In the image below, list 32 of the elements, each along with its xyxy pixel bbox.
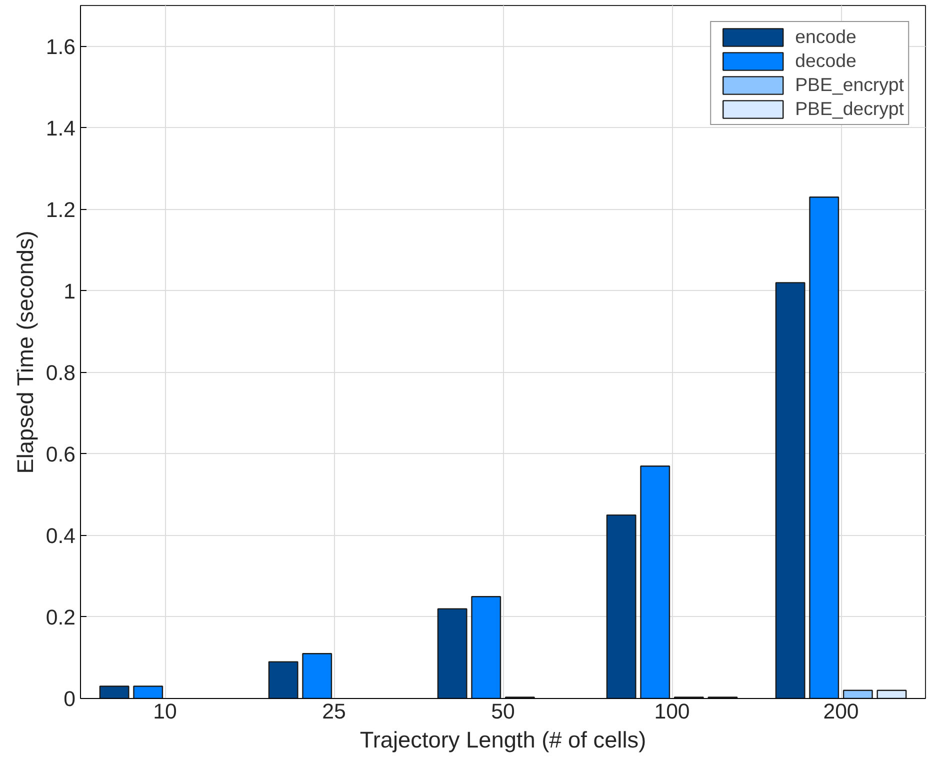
bar	[842, 690, 873, 698]
y-tick-label: 1.4	[46, 116, 76, 140]
y-tick-label: 1.2	[46, 198, 76, 222]
bar	[640, 466, 670, 698]
bar	[133, 686, 164, 698]
y-axis-title: Elapsed Time (seconds)	[12, 230, 38, 474]
y-tick-label: 0.8	[46, 360, 76, 385]
bar	[302, 653, 332, 698]
x-tick-label: 25	[322, 700, 346, 724]
y-tick-label: 1	[64, 279, 76, 304]
bar	[268, 661, 298, 698]
legend-label: PBE_encrypt	[795, 74, 904, 96]
y-tick-label: 0.2	[46, 605, 76, 630]
legend-label: PBE_decrypt	[795, 98, 904, 120]
y-tick-label: 0.6	[46, 442, 76, 466]
x-tick-label: 100	[654, 700, 690, 724]
x-axis-title: Trajectory Length (# of cells)	[360, 726, 646, 752]
x-tick-label: 10	[153, 700, 177, 724]
y-tick-label: 1.6	[46, 34, 76, 59]
bar	[471, 596, 502, 698]
bar	[775, 282, 806, 698]
legend-label: decode	[795, 50, 856, 72]
bar	[437, 608, 468, 698]
legend-label: encode	[795, 26, 856, 48]
bar	[876, 690, 907, 698]
x-tick-label: 200	[823, 700, 859, 724]
bar	[606, 514, 636, 698]
bar	[99, 686, 130, 698]
bar	[809, 196, 840, 698]
y-tick-label: 0.4	[46, 524, 76, 548]
y-tick-label: 0	[64, 687, 76, 711]
x-tick-label: 50	[491, 700, 515, 724]
